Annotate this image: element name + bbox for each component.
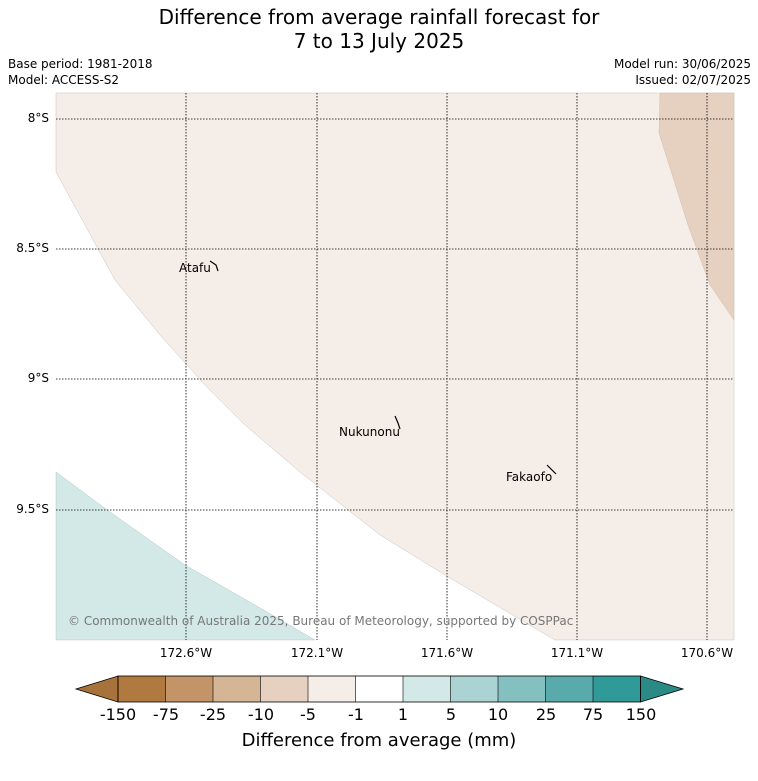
meta-left: Base period: 1981-2018 Model: ACCESS-S2	[8, 56, 153, 88]
colorbar-segment	[260, 676, 308, 702]
base-period-text: Base period: 1981-2018	[8, 57, 153, 71]
meta-right: Model run: 30/06/2025 Issued: 02/07/2025	[614, 56, 751, 88]
colorbar-segment	[308, 676, 356, 702]
colorbar-extend-high	[640, 675, 685, 703]
colorbar-segment	[593, 676, 641, 702]
colorbar-tick: -75	[152, 705, 180, 724]
title-line-1: Difference from average rainfall forecas…	[158, 5, 600, 29]
lat-label-9-5s: 9.5°S	[16, 502, 49, 516]
colorbar-segment	[355, 676, 403, 702]
colorbar-tick: -5	[300, 705, 316, 724]
issued-text: Issued: 02/07/2025	[635, 73, 751, 87]
colorbar-tick: 1	[397, 705, 409, 724]
nukunonu-coast	[394, 415, 401, 430]
colorbar-segment	[118, 676, 166, 702]
lon-label-172-1w: 172.1°W	[290, 646, 344, 660]
colorbar-tick: -25	[199, 705, 227, 724]
lon-label-172-6w: 172.6°W	[159, 646, 213, 660]
colorbar-tick: 25	[535, 705, 557, 724]
colorbar-extend-low	[74, 675, 119, 703]
colorbar-label: Difference from average (mm)	[241, 730, 517, 751]
colorbar-tick: -1	[348, 705, 364, 724]
place-label-nukunonu: Nukunonu	[339, 425, 400, 439]
colorbar-segment	[498, 676, 546, 702]
colorbar	[74, 675, 685, 703]
model-text: Model: ACCESS-S2	[8, 73, 120, 87]
title-line-2: 7 to 13 July 2025	[293, 29, 465, 53]
colorbar-tick: 150	[625, 705, 657, 724]
fakaofo-coast	[546, 464, 557, 475]
colorbar-segment	[165, 676, 213, 702]
map-title: Difference from average rainfall forecas…	[0, 5, 758, 53]
lon-label-171-6w: 171.6°W	[420, 646, 474, 660]
colorbar-segment	[450, 676, 498, 702]
lat-label-8-5s: 8.5°S	[16, 241, 49, 255]
place-label-atafu: Atafu	[179, 261, 211, 275]
colorbar-segment	[403, 676, 451, 702]
colorbar-tick: -10	[247, 705, 275, 724]
colorbar-tick: 5	[445, 705, 457, 724]
place-label-fakaofo: Fakaofo	[506, 470, 553, 484]
lat-gridlines	[56, 118, 734, 511]
lon-label-171-1w: 171.1°W	[550, 646, 604, 660]
colorbar-segment	[545, 676, 593, 702]
lat-label-9s: 9°S	[27, 371, 49, 385]
copyright-credit: © Commonwealth of Australia 2025, Bureau…	[68, 614, 574, 628]
lat-label-8s: 8°S	[27, 111, 49, 125]
colorbar-segment	[213, 676, 261, 702]
rain-band-1-5	[55, 471, 316, 641]
lon-gridlines	[185, 93, 708, 640]
colorbar-tick: 75	[582, 705, 604, 724]
lon-label-170-6w: 170.6°W	[680, 646, 734, 660]
model-run-text: Model run: 30/06/2025	[613, 57, 751, 71]
rain-band-minus5-minus1	[55, 92, 735, 641]
colorbar-tick: -150	[99, 705, 137, 724]
atafu-coast	[209, 260, 219, 272]
colorbar-tick: 10	[487, 705, 509, 724]
rain-band-minus10-minus5	[658, 92, 735, 321]
